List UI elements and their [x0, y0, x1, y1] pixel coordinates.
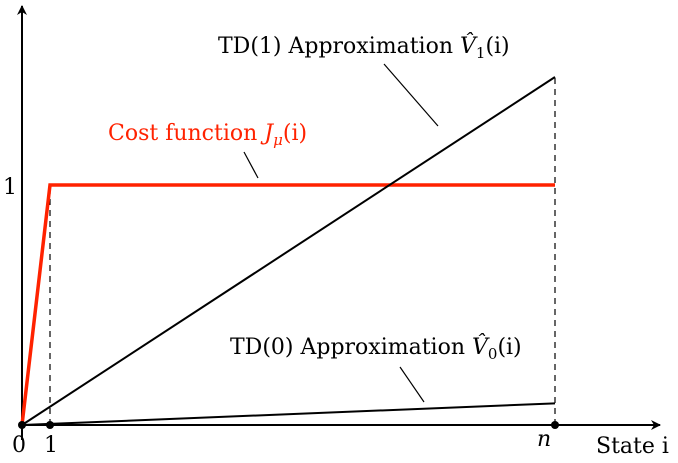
leader-line-td0 — [399, 366, 425, 403]
axis-point-0 — [18, 421, 26, 429]
series-label-td1: TD(1) Approximation V̂1(i) — [218, 33, 510, 62]
x-axis-label: State i — [596, 434, 669, 459]
axis-point-1 — [46, 421, 54, 429]
series-line-td0 — [21, 402, 556, 426]
series-line-td1 — [21, 76, 556, 426]
axis-point-n — [551, 421, 559, 429]
x-tick-label-0: 0 — [12, 433, 26, 458]
series-label-td0: TD(0) Approximation V̂0(i) — [230, 334, 522, 363]
x-tick-label-1: 1 — [44, 433, 58, 458]
leader-line-cost — [243, 151, 259, 179]
series-label-cost-function: Cost function Jμ(i) — [108, 121, 307, 149]
series-line-cost-function — [20, 183, 555, 426]
x-tick-label-n: n — [537, 427, 551, 452]
leader-line-td1 — [383, 63, 439, 127]
y-tick-label-1: 1 — [3, 175, 17, 200]
